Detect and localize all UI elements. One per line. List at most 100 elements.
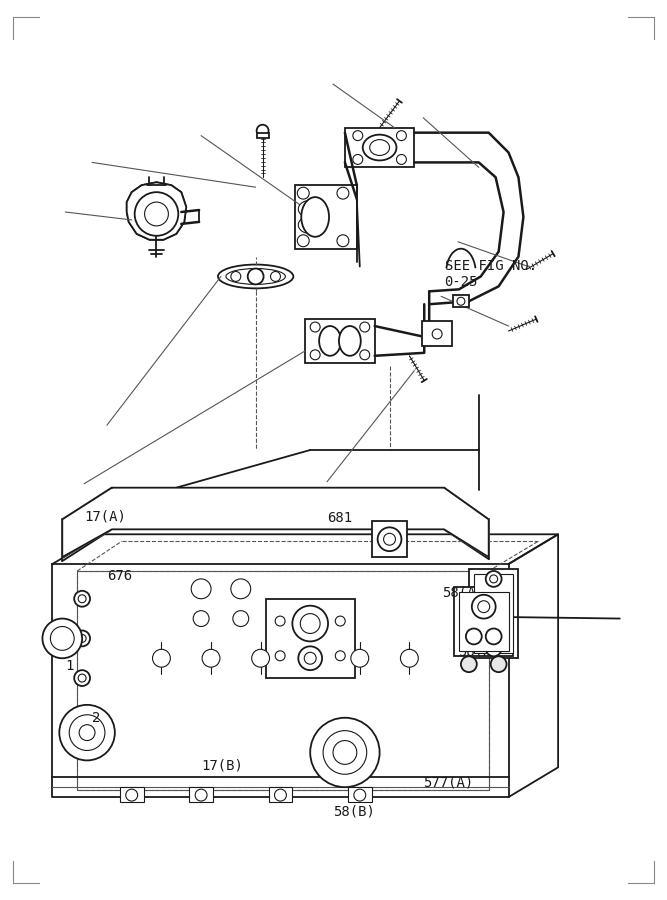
Circle shape [69,715,105,751]
Circle shape [297,235,309,247]
Circle shape [78,714,86,722]
Circle shape [51,626,74,651]
Text: 58(B): 58(B) [334,805,376,818]
Ellipse shape [319,326,341,356]
Text: 676: 676 [107,569,133,583]
Bar [345,128,414,167]
Bar [348,788,372,802]
Circle shape [353,130,363,140]
Circle shape [304,652,316,664]
Ellipse shape [298,216,324,234]
Circle shape [43,618,82,658]
Circle shape [400,649,418,667]
Circle shape [354,789,366,801]
Circle shape [360,322,370,332]
Circle shape [271,272,280,282]
Circle shape [275,651,285,661]
Circle shape [74,590,90,607]
Circle shape [483,593,495,605]
Text: 58(A): 58(A) [458,644,500,659]
Circle shape [472,595,496,618]
Circle shape [298,646,322,670]
Circle shape [78,634,86,643]
Text: 17(B): 17(B) [201,758,243,772]
Text: 577(A): 577(A) [423,776,473,790]
Circle shape [491,656,506,672]
Text: 2: 2 [92,711,101,724]
Ellipse shape [363,135,396,160]
Bar [459,592,508,652]
Text: 58(A): 58(A) [442,586,484,599]
Circle shape [461,656,477,672]
Bar [422,321,452,346]
Bar [469,569,518,658]
Circle shape [353,155,363,165]
Circle shape [78,674,86,682]
Circle shape [337,235,349,247]
Circle shape [257,125,269,137]
Circle shape [301,649,319,667]
Polygon shape [112,488,444,529]
Circle shape [145,202,168,226]
Circle shape [275,789,286,801]
Text: 17(A): 17(A) [84,509,126,523]
Circle shape [486,641,502,656]
Polygon shape [62,488,489,557]
Circle shape [59,705,115,760]
Circle shape [202,649,220,667]
Bar [454,587,514,656]
Bar [265,598,355,678]
Circle shape [310,322,320,332]
Ellipse shape [301,197,329,237]
Bar [372,521,408,557]
Ellipse shape [298,200,324,218]
Ellipse shape [339,326,361,356]
Bar [257,132,269,138]
Circle shape [466,628,482,644]
Circle shape [74,670,90,686]
Circle shape [323,731,367,774]
Text: 1: 1 [65,659,74,673]
Circle shape [432,329,442,339]
Circle shape [300,614,320,634]
Circle shape [191,579,211,599]
Bar [269,788,292,802]
Circle shape [396,155,406,165]
Circle shape [135,193,178,236]
Circle shape [231,272,241,282]
Circle shape [486,571,502,587]
Circle shape [310,350,320,360]
Circle shape [336,616,346,626]
Circle shape [195,789,207,801]
Bar [474,574,514,653]
Text: SEE FIG NO.
0-25: SEE FIG NO. 0-25 [445,259,537,289]
Circle shape [74,710,90,725]
Bar [305,320,375,363]
Circle shape [79,724,95,741]
Circle shape [396,130,406,140]
Circle shape [310,718,380,788]
Ellipse shape [218,265,293,288]
Circle shape [333,741,357,764]
Circle shape [247,268,263,284]
Ellipse shape [370,140,390,156]
Circle shape [231,579,251,599]
Circle shape [384,534,396,545]
Circle shape [336,651,346,661]
Circle shape [297,187,309,199]
Circle shape [292,606,328,642]
Circle shape [478,600,490,613]
Circle shape [351,649,369,667]
Circle shape [337,187,349,199]
Bar [453,295,469,307]
Circle shape [486,628,502,644]
Circle shape [251,649,269,667]
Bar [295,185,357,248]
Circle shape [275,616,285,626]
Circle shape [74,631,90,646]
Bar [189,788,213,802]
Circle shape [78,595,86,603]
Circle shape [490,575,498,583]
Bar [120,788,143,802]
Circle shape [233,611,249,626]
